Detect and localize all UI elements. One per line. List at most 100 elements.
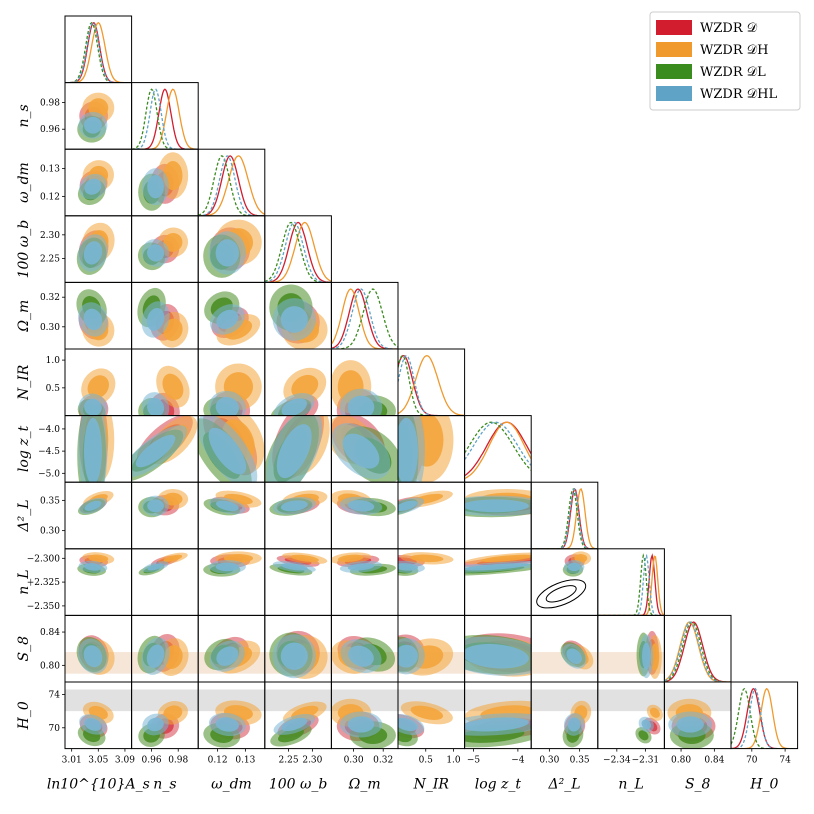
contour-68-3 [215, 562, 240, 572]
marginal-logzt-0 [464, 421, 532, 477]
contour-68-3 [147, 174, 164, 199]
x-axis-label-wb: 100 ω_b [269, 777, 328, 793]
x-tick-label: 0.32 [373, 756, 393, 766]
x-tick-label: 3.05 [88, 756, 108, 766]
x-tick-label: 3.09 [115, 756, 135, 766]
marginal-Om-1 [331, 288, 398, 349]
y-tick-label: 0.30 [40, 323, 60, 333]
marginal-DL2-0 [531, 487, 598, 549]
panel-H0-nL [597, 689, 665, 744]
panel-wb-wb [264, 221, 332, 283]
panel-S8-wdm [198, 636, 265, 674]
panel-DL2-wb [269, 490, 328, 516]
contour-68-1 [410, 705, 444, 720]
y-tick-label: 0.30 [40, 527, 60, 537]
panel-frame [64, 15, 133, 84]
contour-68-1 [290, 554, 319, 562]
contour-68-3 [566, 648, 582, 664]
x-tick-label: −2.31 [632, 756, 660, 766]
contour-68-3 [83, 308, 103, 331]
panel-nL-wb [269, 552, 328, 576]
panel-logzt-Om [331, 415, 398, 483]
y-tick-label: 0.13 [40, 165, 60, 175]
contour-68-1 [410, 554, 444, 563]
panel-DL2-ns [138, 488, 189, 518]
panel-H0-logzt [464, 689, 532, 748]
contour-68-3 [84, 398, 102, 416]
panel-wdm-ns [138, 152, 189, 211]
panel-wdm-As [77, 160, 114, 206]
contour-68-3 [215, 397, 239, 416]
contour-68-3 [398, 717, 418, 732]
panel-S8-NIR [398, 634, 465, 676]
panel-frame [730, 681, 799, 750]
y-tick-label: 0.96 [40, 125, 60, 135]
contour-68-3 [567, 562, 581, 572]
contour-68-1 [163, 705, 183, 721]
contour-68-3 [84, 563, 102, 571]
x-tick-label: 3.01 [62, 756, 82, 766]
panel-Om-wb [269, 284, 328, 349]
y-tick-label: 2.30 [40, 231, 60, 241]
x-axis-label-nL: n_L [618, 777, 643, 793]
panel-nL-As [77, 552, 115, 576]
panel-DL2-As [78, 490, 114, 516]
marginal-wdm-1 [198, 155, 265, 216]
contour-68-3 [280, 642, 308, 670]
x-tick-label: 74 [779, 756, 791, 766]
marginal-Om-0 [331, 288, 398, 349]
marginal-ns-3 [131, 88, 199, 150]
panel-logzt-wdm [198, 415, 265, 483]
x-axis-label-NIR: N_IR [413, 777, 450, 793]
panel-ns-ns [131, 88, 199, 150]
y-axis-label-Om: Ω_m [16, 300, 32, 333]
marginal-wb-3 [264, 221, 332, 283]
panel-H0-ns [131, 689, 199, 747]
marginal-logzt-1 [464, 421, 532, 480]
y-tick-label: 1.0 [46, 356, 61, 366]
y-tick-label: 74 [49, 690, 61, 700]
marginal-H0-3 [731, 687, 798, 749]
y-axis-label-NIR: N_IR [16, 364, 32, 401]
legend-swatch [656, 64, 692, 79]
panel-S8-ns [131, 634, 199, 676]
y-tick-label: −2.350 [27, 602, 61, 612]
legend-swatch [656, 86, 692, 101]
y-tick-label: −5.0 [38, 469, 60, 479]
panel-logzt-As [77, 415, 115, 483]
marginal-NIR-2 [398, 354, 465, 416]
y-tick-label: 0.98 [40, 99, 60, 109]
panel-H0-H0 [731, 687, 798, 749]
panel-nL-DL2 [536, 551, 592, 609]
y-tick-label: 0.80 [40, 661, 60, 671]
marginal-S8-0 [664, 621, 731, 683]
marginal-NIR-0 [398, 355, 465, 416]
contour-68-3 [147, 499, 164, 513]
contour-68-3 [280, 500, 308, 512]
contour-68-1 [649, 707, 660, 718]
panel-S8-S8 [664, 621, 731, 683]
marginal-As-2 [65, 21, 132, 83]
x-tick-label: 0.12 [208, 756, 228, 766]
y-tick-label: 0.35 [40, 496, 60, 506]
x-axis-label-ns: n_s [153, 777, 176, 793]
y-tick-label: 0.32 [40, 293, 60, 303]
y-tick-label: 70 [49, 724, 61, 734]
legend: WZDR 𝒟 WZDR 𝒟H WZDR 𝒟L WZDR 𝒟HL [649, 11, 801, 111]
contour-68-3 [215, 239, 240, 267]
contour-68-3 [84, 500, 102, 511]
contour-68-3 [147, 717, 164, 732]
marginal-H0-0 [731, 687, 798, 749]
x-tick-label: 0.80 [671, 756, 691, 766]
contour-68-3 [398, 500, 418, 511]
marginal-nL-3 [597, 553, 665, 616]
panel-frame [64, 481, 133, 550]
reference-ellipse-outer [536, 579, 587, 609]
panel-logzt-NIR [398, 415, 454, 483]
marginal-wb-0 [264, 221, 332, 283]
contour-68-3 [281, 717, 308, 732]
contour-68-3 [464, 563, 529, 571]
x-tick-label: 0.30 [539, 756, 559, 766]
contour-68-3 [83, 645, 103, 668]
